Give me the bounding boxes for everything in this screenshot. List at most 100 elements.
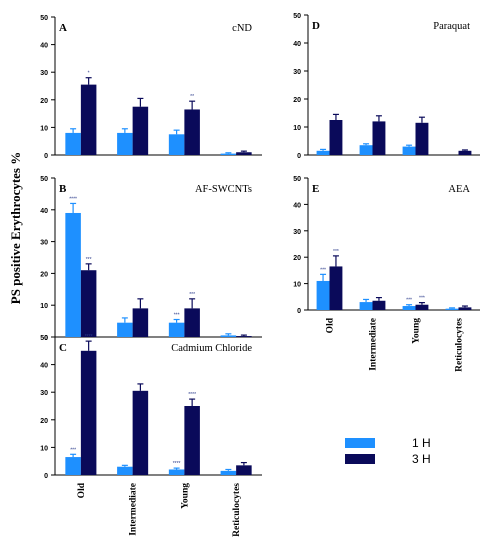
bar-b-1h-0 [65,212,81,337]
bar-a-1h-3 [220,153,237,155]
bar-d-3h-2 [415,122,429,155]
panel-b-title: AF-SWCNTs [195,184,252,195]
bar-c-1h-1 [117,466,133,475]
bar-c-1h-3 [220,470,237,475]
bar-a-1h-0 [65,132,81,155]
bar-b-1h-3 [220,335,237,337]
category-label-c-3: Reticulocytes [232,483,242,537]
bar-b-1h-2 [168,322,185,337]
bar-e-1h-3 [445,308,459,310]
legend-label-3h: 3 H [412,452,431,466]
panel-a-letter: A [59,22,67,34]
panel-d-y-tick-label: 20 [293,97,301,104]
panel-b-letter: B [59,183,67,195]
bar-e-1h-1 [359,302,373,310]
panel-e-title: AEA [448,184,470,195]
panel-c-letter: C [59,342,67,354]
panel-b-y-tick-label: 0 [44,335,48,342]
bar-a-3h-1 [132,106,149,155]
bar-c-1h-0 [65,457,81,475]
bar-e-3h-0 [329,266,343,310]
bar-a-3h-0 [80,84,97,155]
panel-d-y-tick-label: 30 [293,69,301,76]
category-label-c-0: Old [77,482,87,498]
panel-b-y-tick-label: 10 [40,303,48,310]
panel-e-y-tick-label: 40 [293,202,301,209]
panel-c-y-tick-label: 20 [40,418,48,425]
bar-c-3h-2 [184,406,200,475]
panel-a-y-tick-label: 20 [40,98,48,105]
significance-b-2: *** [174,313,180,319]
significance-a-2: ** [190,94,194,100]
significance-e-2: *** [419,296,425,302]
panel-b-y-tick-label: 30 [40,240,48,247]
bar-a-3h-2 [184,109,200,155]
panel-c-y-tick-label: 10 [40,445,48,452]
panel-b-y-tick-label: 20 [40,271,48,278]
category-label-c-2: Young [180,483,190,509]
panel-d-y-tick-label: 10 [293,125,301,132]
significance-a-0: * [88,71,90,77]
significance-e-0: *** [333,249,339,255]
bar-a-1h-1 [117,132,133,155]
significance-c-0: **** [85,334,93,340]
bar-b-3h-3 [236,336,252,337]
panel-c-y-tick-label: 30 [40,390,48,397]
panel-b-y-tick-label: 40 [40,208,48,215]
panel-d-title: Paraquat [433,21,470,32]
bar-b-1h-1 [117,322,133,337]
bar-c-1h-2 [168,469,185,475]
bar-b-3h-0 [80,270,97,337]
bar-b-3h-2 [184,308,200,337]
bar-d-1h-2 [402,146,416,155]
significance-c-0: *** [70,447,76,453]
category-label-e-1: Intermediate [369,318,379,371]
figure-y-axis-label: PS positive Erythrocytes % [8,152,23,305]
panel-e: 0 10 20 30 40 50 E AEA *** *** Old Intermediate *** *… [293,176,480,372]
bar-d-3h-1 [372,121,386,155]
panel-e-y-tick-label: 50 [293,176,301,183]
legend-label-1h: 1 H [412,436,431,450]
bar-e-1h-0 [316,280,330,310]
panel-e-letter: E [312,183,319,195]
bar-c-3h-1 [132,390,149,475]
legend-swatch-3h [345,454,375,464]
panel-e-y-tick-label: 20 [293,255,301,262]
panel-a-y-tick-label: 30 [40,70,48,77]
panel-e-y-tick-label: 30 [293,229,301,236]
significance-b-0: *** [86,257,92,263]
panel-d-letter: D [312,20,320,32]
panel-d-y-tick-label: 0 [297,153,301,160]
bar-c-3h-3 [236,465,252,475]
bar-e-3h-2 [415,304,429,310]
panel-e-y-tick-label: 10 [293,282,301,289]
panel-d-y-tick-label: 50 [293,13,301,20]
panel-c-y-tick-label: 0 [44,473,48,480]
significance-c-2: **** [188,392,196,398]
bar-a-3h-3 [236,152,252,155]
panel-e-y-tick-label: 0 [297,308,301,315]
panel-a-y-tick-label: 10 [40,125,48,132]
panel-b-y-tick-label: 50 [40,176,48,183]
bar-d-1h-1 [359,145,373,155]
significance-c-2: **** [173,461,181,467]
panel-d-y-tick-label: 40 [293,41,301,48]
category-label-e-0: Old [326,317,336,333]
bar-d-3h-0 [329,120,343,155]
bar-c-3h-0 [80,350,97,475]
category-label-e-2: Young [412,318,422,344]
significance-b-0: **** [69,196,77,202]
bar-e-3h-3 [458,307,472,310]
significance-e-2: *** [406,298,412,304]
panel-d: 0 10 20 30 40 50 D Paraquat [293,13,480,160]
category-label-c-1: Intermediate [129,483,139,536]
significance-b-2: *** [189,292,195,298]
bar-e-3h-1 [372,300,386,310]
panel-a-y-tick-label: 40 [40,43,48,50]
bar-e-1h-2 [402,306,416,310]
panel-a-y-tick-label: 50 [40,15,48,22]
